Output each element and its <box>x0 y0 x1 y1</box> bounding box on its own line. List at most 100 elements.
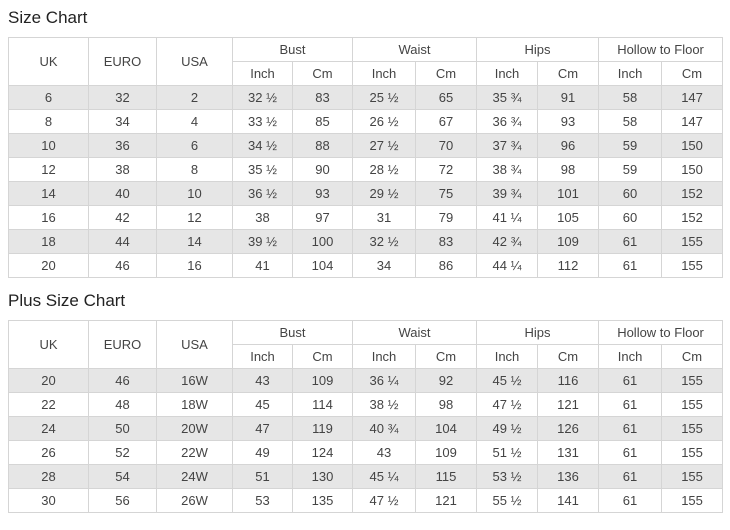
size-cell: 34 ½ <box>232 133 293 158</box>
size-chart-header: UK EURO USA Bust Waist Hips Hollow to Floor Inc… <box>8 37 724 86</box>
table-row: 20 46 16W 43 109 36 ¼ 92 45 ½ 116 61 155 <box>8 368 724 393</box>
size-cell: 93 <box>291 181 354 206</box>
size-cell: 10 <box>8 133 89 158</box>
size-cell: 27 ½ <box>352 133 417 158</box>
size-cell: 12 <box>156 205 233 230</box>
unit-header-inch: Inch <box>352 61 417 86</box>
size-cell: 58 <box>598 85 663 110</box>
header-group-row: UK EURO USA Bust Waist Hips Hollow to Floor <box>8 37 724 86</box>
unit-header-inch: Inch <box>352 344 417 369</box>
size-cell: 20 <box>8 253 89 278</box>
size-cell: 90 <box>291 157 354 182</box>
size-chart-title: Size Chart <box>8 8 88 27</box>
size-cell: 32 ½ <box>232 85 293 110</box>
size-cell: 46 <box>88 368 157 393</box>
size-cell: 32 ½ <box>352 229 417 254</box>
size-cell: 59 <box>598 157 663 182</box>
size-cell: 26 ½ <box>352 109 417 134</box>
size-cell: 38 <box>88 157 157 182</box>
size-cell: 101 <box>537 181 600 206</box>
column-header-uk: UK <box>8 320 89 369</box>
size-cell: 130 <box>291 464 354 489</box>
size-cell: 124 <box>291 440 354 465</box>
size-cell: 41 ¼ <box>476 205 539 230</box>
size-cell: 85 <box>291 109 354 134</box>
size-cell: 49 <box>232 440 293 465</box>
table-row: 8 34 4 33 ½ 85 26 ½ 67 36 ¾ 93 58 147 <box>8 109 724 134</box>
unit-header-cm: Cm <box>661 61 724 86</box>
unit-header-inch: Inch <box>598 61 663 86</box>
size-cell: 72 <box>415 157 478 182</box>
size-cell: 34 <box>88 109 157 134</box>
size-cell: 42 ¾ <box>476 229 539 254</box>
size-cell: 61 <box>598 253 663 278</box>
size-cell: 43 <box>232 368 293 393</box>
size-cell: 97 <box>291 205 354 230</box>
column-header-usa: USA <box>156 320 233 369</box>
size-cell: 43 <box>352 440 417 465</box>
size-cell: 36 ¾ <box>476 109 539 134</box>
size-cell: 152 <box>661 181 724 206</box>
unit-header-cm: Cm <box>291 61 354 86</box>
size-cell: 45 ½ <box>476 368 539 393</box>
size-cell: 53 ½ <box>476 464 539 489</box>
size-cell: 60 <box>598 181 663 206</box>
size-cell: 45 ¼ <box>352 464 417 489</box>
size-cell: 91 <box>537 85 600 110</box>
size-cell: 6 <box>8 85 89 110</box>
size-cell: 61 <box>598 464 663 489</box>
size-cell: 135 <box>291 488 354 513</box>
table-row: 30 56 26W 53 135 47 ½ 121 55 ½ 141 61 155 <box>8 488 724 513</box>
size-cell: 35 ¾ <box>476 85 539 110</box>
size-cell: 152 <box>661 205 724 230</box>
size-cell: 155 <box>661 253 724 278</box>
size-cell: 155 <box>661 368 724 393</box>
size-cell: 86 <box>415 253 478 278</box>
unit-header-inch: Inch <box>476 344 539 369</box>
size-cell: 2 <box>156 85 233 110</box>
size-cell: 45 <box>232 392 293 417</box>
size-cell: 59 <box>598 133 663 158</box>
size-cell: 92 <box>415 368 478 393</box>
column-header-euro: EURO <box>88 320 157 369</box>
size-cell: 39 ¾ <box>476 181 539 206</box>
table-row: 28 54 24W 51 130 45 ¼ 115 53 ½ 136 61 155 <box>8 464 724 489</box>
size-cell: 61 <box>598 488 663 513</box>
unit-header-cm: Cm <box>415 61 478 86</box>
size-cell: 38 ¾ <box>476 157 539 182</box>
size-cell: 121 <box>415 488 478 513</box>
size-cell: 16 <box>8 205 89 230</box>
size-cell: 34 <box>352 253 417 278</box>
plus-size-chart-header: UK EURO USA Bust Waist Hips Hollow to Floor Inc… <box>8 320 724 369</box>
size-cell: 12 <box>8 157 89 182</box>
size-cell: 47 ½ <box>476 392 539 417</box>
size-cell: 155 <box>661 229 724 254</box>
size-cell: 53 <box>232 488 293 513</box>
size-cell: 38 <box>232 205 293 230</box>
size-cell: 61 <box>598 392 663 417</box>
size-cell: 41 <box>232 253 293 278</box>
size-cell: 38 ½ <box>352 392 417 417</box>
size-cell: 155 <box>661 464 724 489</box>
size-cell: 51 ½ <box>476 440 539 465</box>
size-cell: 20W <box>156 416 233 441</box>
size-cell: 24 <box>8 416 89 441</box>
size-cell: 24W <box>156 464 233 489</box>
size-cell: 98 <box>415 392 478 417</box>
size-cell: 6 <box>156 133 233 158</box>
size-cell: 88 <box>291 133 354 158</box>
size-cell: 36 ¼ <box>352 368 417 393</box>
table-row: 12 38 8 35 ½ 90 28 ½ 72 38 ¾ 98 59 150 <box>8 157 724 182</box>
column-group-waist: Waist <box>352 320 478 345</box>
size-cell: 67 <box>415 109 478 134</box>
size-cell: 141 <box>537 488 600 513</box>
table-row: 18 44 14 39 ½ 100 32 ½ 83 42 ¾ 109 61 155 <box>8 229 724 254</box>
size-cell: 18W <box>156 392 233 417</box>
size-cell: 33 ½ <box>232 109 293 134</box>
size-cell: 46 <box>88 253 157 278</box>
standard-size-section: Size Chart UK EURO USA Bust Waist Hips Hollow … <box>8 8 724 278</box>
unit-header-cm: Cm <box>661 344 724 369</box>
size-cell: 119 <box>291 416 354 441</box>
table-row: 6 32 2 32 ½ 83 25 ½ 65 35 ¾ 91 58 147 <box>8 85 724 110</box>
